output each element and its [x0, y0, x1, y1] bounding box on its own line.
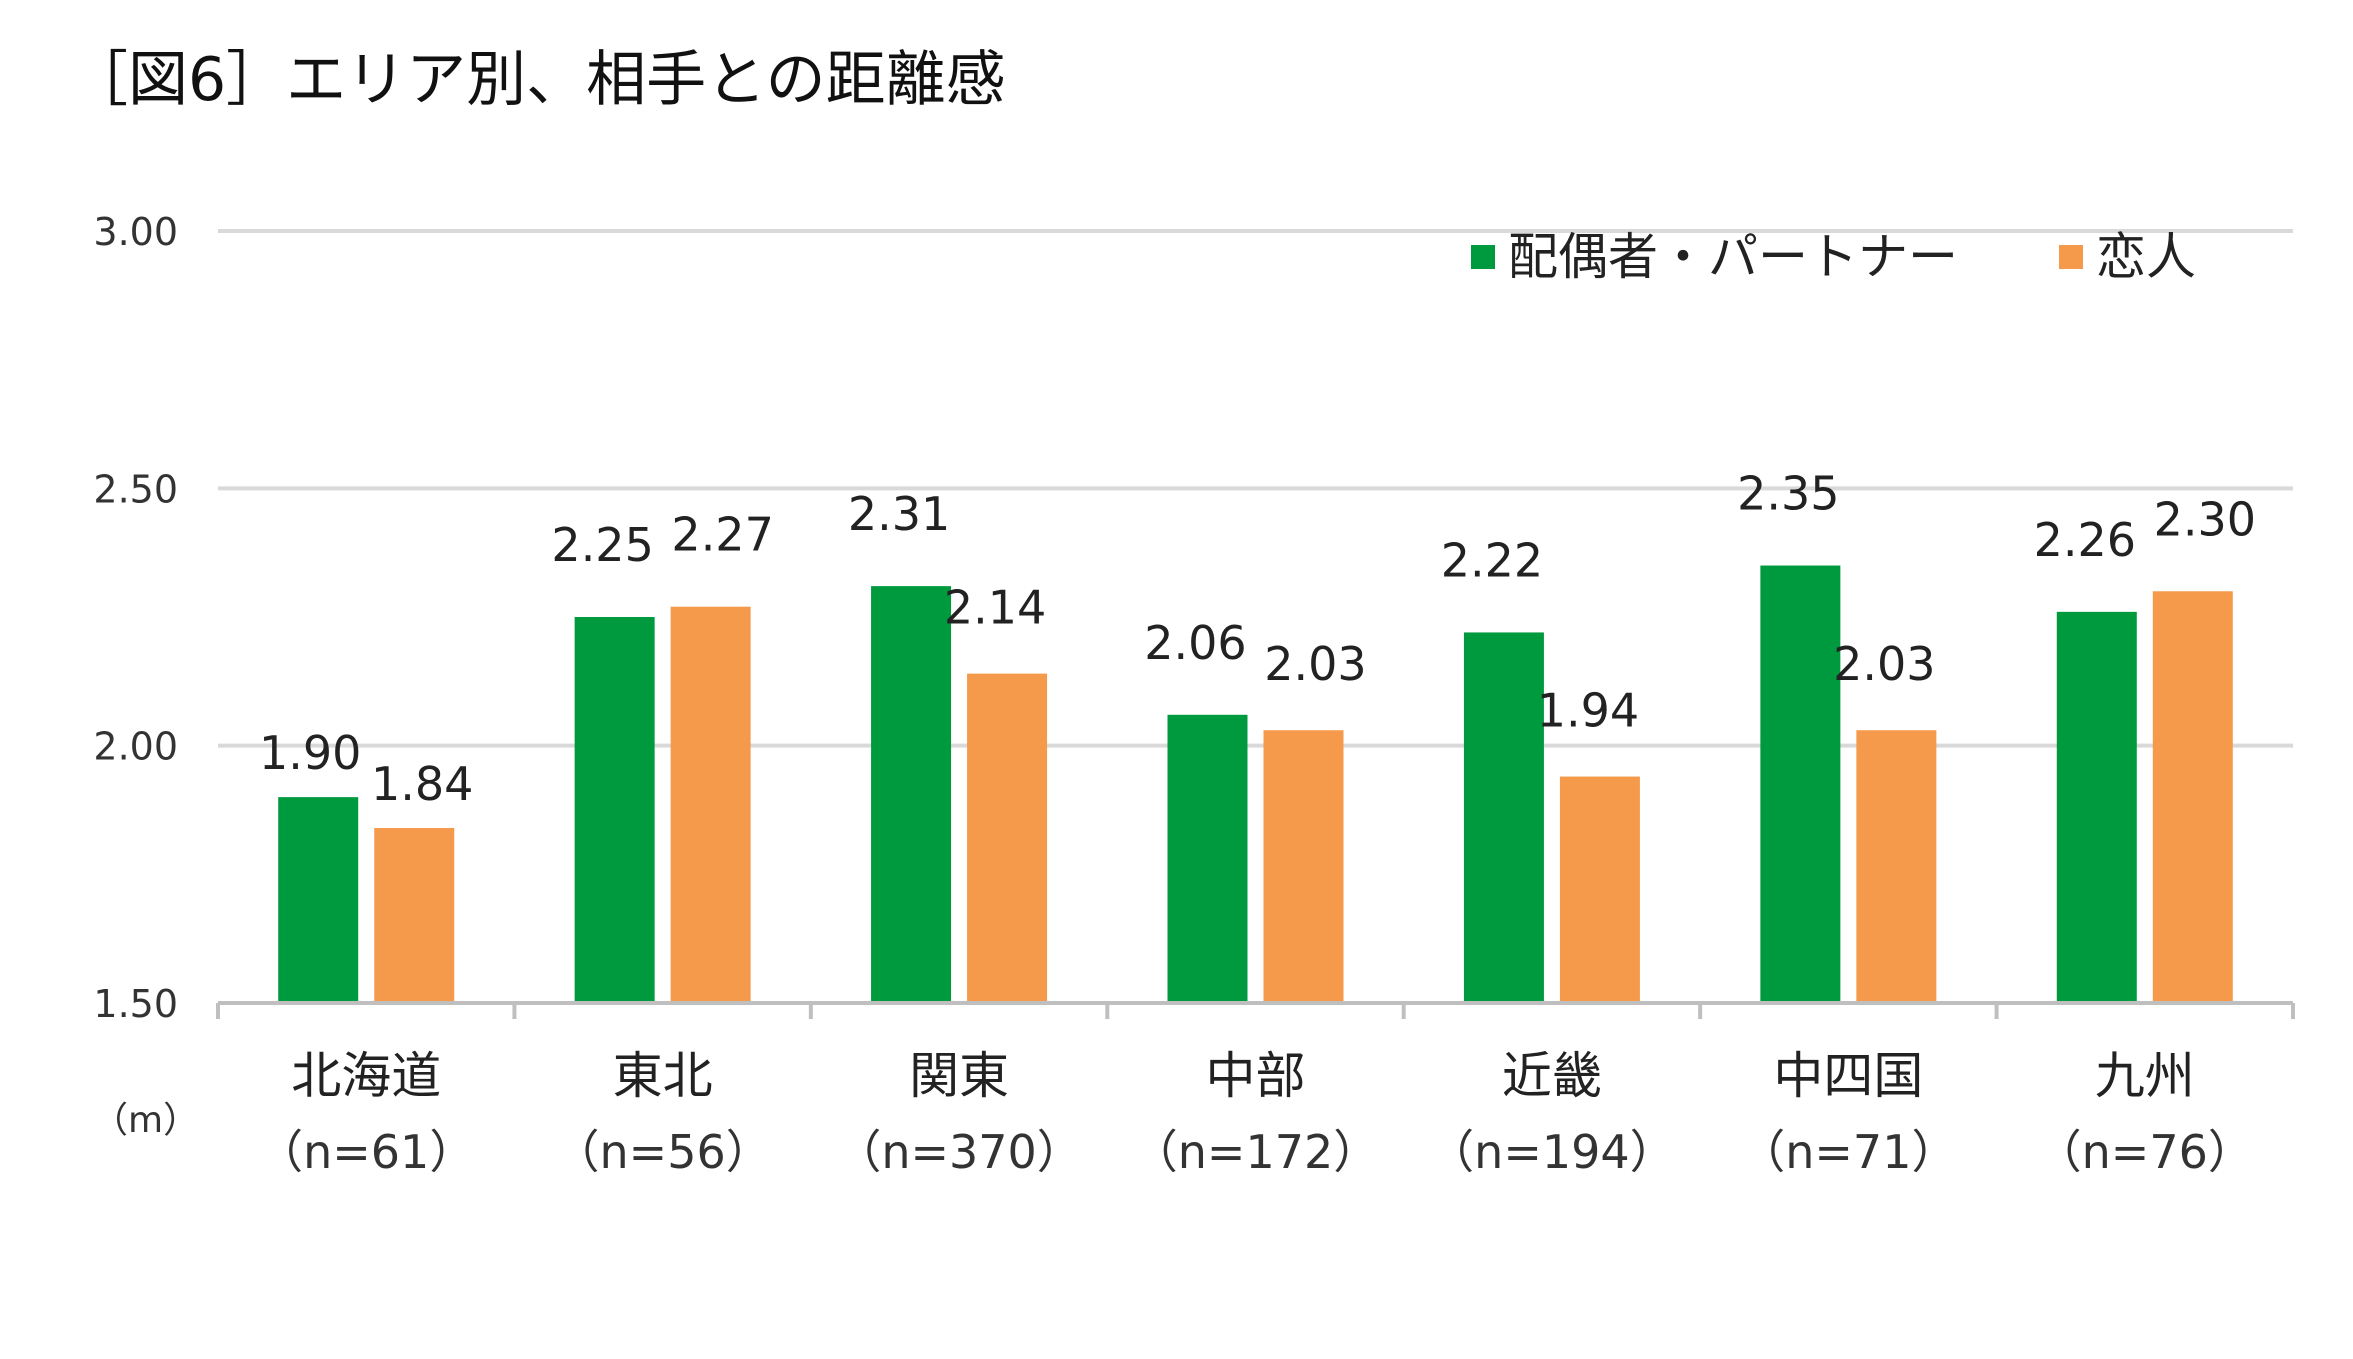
sample-size-label: （n=71）: [1739, 1125, 1957, 1179]
sample-size-label: （n=56）: [554, 1125, 772, 1179]
bar-spouse-0: [278, 797, 359, 1003]
sample-size-label: （n=194）: [1428, 1125, 1676, 1179]
y-tick-label: 1.50: [93, 982, 178, 1026]
bars: [278, 565, 2233, 1003]
legend-label-lover: 恋人: [2096, 228, 2196, 286]
bar-lover-0: [374, 828, 455, 1003]
bar-lover-4: [1559, 776, 1640, 1003]
bar-spouse-6: [2056, 611, 2137, 1003]
data-label-spouse-4: 2.22: [1441, 533, 1543, 587]
legend-label-spouse: 配偶者・パートナー: [1508, 228, 1958, 286]
bar-lover-5: [1856, 730, 1937, 1003]
bar-spouse-3: [1167, 714, 1248, 1003]
category-label: 北海道: [291, 1047, 441, 1105]
category-label: 関東: [909, 1047, 1009, 1105]
bar-spouse-2: [871, 586, 952, 1003]
data-label-lover-2: 2.14: [944, 581, 1046, 635]
data-label-spouse-0: 1.90: [259, 726, 361, 780]
data-label-spouse-6: 2.26: [2034, 513, 2136, 567]
y-tick-label: 2.50: [93, 467, 178, 511]
sample-size-label: （n=370）: [835, 1125, 1083, 1179]
chart-title: ［図6］エリア別、相手との距離感: [68, 45, 1006, 115]
data-label-spouse-1: 2.25: [551, 518, 653, 572]
data-label-lover-4: 1.94: [1537, 684, 1639, 738]
unit-label: （m）: [92, 1100, 199, 1141]
legend-swatch-spouse: [1471, 245, 1495, 269]
category-label: 九州: [2095, 1047, 2195, 1105]
category-label: 近畿: [1502, 1047, 1602, 1105]
bar-spouse-4: [1463, 632, 1544, 1003]
bar-lover-6: [2152, 591, 2233, 1003]
sample-size-label: （n=172）: [1132, 1125, 1380, 1179]
category-label: 中部: [1206, 1047, 1306, 1105]
bar-lover-2: [967, 673, 1048, 1003]
bar-lover-1: [670, 606, 751, 1003]
data-label-lover-5: 2.03: [1833, 637, 1935, 691]
sample-size-label: （n=76）: [2036, 1125, 2254, 1179]
data-label-lover-0: 1.84: [371, 757, 473, 811]
data-label-lover-1: 2.27: [671, 508, 773, 562]
bar-spouse-1: [574, 617, 655, 1003]
bar-spouse-5: [1760, 565, 1841, 1003]
bar-lover-3: [1263, 730, 1344, 1003]
data-label-lover-3: 2.03: [1264, 637, 1366, 691]
x-axis: 北海道 （n=61） 東北 （n=56） 関東 （n=370） 中部 （n=172） 近畿 （n=…: [216, 1001, 2295, 1179]
legend: 配偶者・パートナー 恋人: [1471, 228, 2196, 286]
y-tick-label: 2.00: [93, 725, 178, 769]
data-label-spouse-3: 2.06: [1144, 616, 1246, 670]
data-label-lover-6: 2.30: [2154, 492, 2256, 546]
legend-swatch-lover: [2059, 245, 2083, 269]
category-label: 中四国: [1773, 1047, 1923, 1105]
y-tick-label: 3.00: [93, 210, 178, 254]
sample-size-label: （n=61）: [257, 1125, 475, 1179]
grid: [218, 229, 2293, 748]
data-labels: 1.901.84 2.25 2.27 2.31 2.14 2.06 2.03 2.22 1.94…: [259, 467, 2256, 811]
data-label-spouse-2: 2.31: [848, 487, 950, 541]
category-label: 東北: [613, 1047, 713, 1105]
y-axis: 3.00 2.50 2.00 1.50: [93, 210, 178, 1026]
data-label-spouse-5: 2.35: [1737, 467, 1839, 521]
